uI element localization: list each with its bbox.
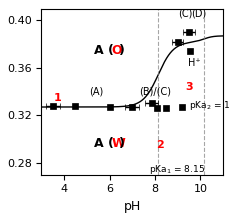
Text: 2: 2 bbox=[155, 140, 163, 150]
Text: H⁺: H⁺ bbox=[187, 58, 200, 68]
Text: (A): (A) bbox=[89, 86, 103, 96]
Text: (B)/(C): (B)/(C) bbox=[139, 86, 170, 96]
Text: O: O bbox=[111, 43, 122, 57]
Text: 3: 3 bbox=[185, 82, 192, 92]
Text: A (: A ( bbox=[93, 137, 113, 150]
Y-axis label: $\Delta^w_O\phi$' / V: $\Delta^w_O\phi$' / V bbox=[0, 69, 1, 114]
X-axis label: pH: pH bbox=[123, 200, 140, 213]
Text: ): ) bbox=[118, 137, 124, 150]
Text: W: W bbox=[111, 137, 125, 150]
Text: ): ) bbox=[118, 43, 124, 57]
Text: pKa$_1$ = 8.15: pKa$_1$ = 8.15 bbox=[149, 163, 204, 176]
Text: 1: 1 bbox=[54, 94, 61, 104]
Text: pKa$_2$ = 10.16: pKa$_2$ = 10.16 bbox=[189, 99, 229, 112]
Text: A (: A ( bbox=[93, 43, 113, 57]
Text: (C): (C) bbox=[177, 8, 191, 18]
Text: (D): (D) bbox=[191, 8, 206, 18]
